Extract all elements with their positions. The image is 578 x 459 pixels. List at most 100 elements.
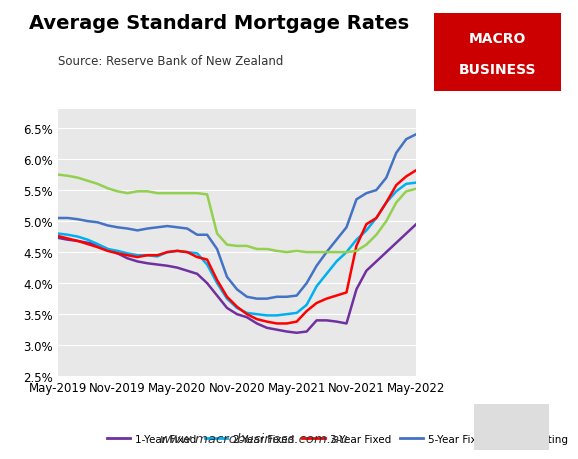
Floating [154,191,161,196]
1-Year Fixed [313,318,320,324]
Floating [273,249,280,254]
5-Year Fixed [323,250,330,255]
Floating [164,191,171,196]
5-Year Fixed [154,225,161,230]
1-Year Fixed [54,235,61,241]
1-Year Fixed [214,293,221,299]
5-Year Fixed [74,217,81,223]
2-Year Fixed [253,312,260,317]
2-Year Fixed [203,262,210,268]
2-Year Fixed [323,271,330,277]
3-Year Fixed [134,255,141,260]
2-Year Fixed [333,259,340,264]
3-Year Fixed [264,319,271,325]
Floating [413,187,420,192]
3-Year Fixed [243,312,250,317]
5-Year Fixed [393,151,400,156]
2-Year Fixed [114,249,121,254]
5-Year Fixed [253,296,260,302]
Floating [333,250,340,255]
1-Year Fixed [114,251,121,257]
2-Year Fixed [273,313,280,319]
2-Year Fixed [144,253,151,258]
3-Year Fixed [214,278,221,283]
2-Year Fixed [224,296,231,302]
Line: 1-Year Fixed: 1-Year Fixed [58,225,416,333]
3-Year Fixed [54,234,61,239]
5-Year Fixed [293,293,300,299]
1-Year Fixed [104,246,111,252]
5-Year Fixed [283,294,290,300]
Floating [283,250,290,255]
1-Year Fixed [393,241,400,246]
3-Year Fixed [393,183,400,189]
3-Year Fixed [373,216,380,221]
2-Year Fixed [303,302,310,308]
1-Year Fixed [273,327,280,333]
2-Year Fixed [104,246,111,252]
5-Year Fixed [273,294,280,300]
1-Year Fixed [194,271,201,277]
1-Year Fixed [363,269,370,274]
3-Year Fixed [253,317,260,322]
5-Year Fixed [104,223,111,229]
3-Year Fixed [303,308,310,314]
5-Year Fixed [114,225,121,230]
5-Year Fixed [174,225,181,230]
3-Year Fixed [363,222,370,228]
1-Year Fixed [144,261,151,267]
Floating [224,242,231,248]
Floating [393,200,400,206]
1-Year Fixed [234,312,240,317]
5-Year Fixed [94,220,101,225]
Text: Average Standard Mortgage Rates: Average Standard Mortgage Rates [29,14,409,33]
Floating [323,250,330,255]
2-Year Fixed [94,242,101,247]
3-Year Fixed [273,321,280,326]
1-Year Fixed [124,256,131,262]
2-Year Fixed [64,232,71,238]
1-Year Fixed [264,325,271,331]
2-Year Fixed [74,235,81,240]
Floating [303,250,310,255]
5-Year Fixed [264,296,271,302]
5-Year Fixed [403,137,410,143]
1-Year Fixed [333,319,340,325]
1-Year Fixed [323,318,330,324]
5-Year Fixed [363,191,370,196]
3-Year Fixed [64,236,71,242]
Floating [203,192,210,198]
5-Year Fixed [144,226,151,232]
5-Year Fixed [203,232,210,238]
5-Year Fixed [333,237,340,243]
2-Year Fixed [413,180,420,186]
5-Year Fixed [194,232,201,238]
2-Year Fixed [54,231,61,237]
5-Year Fixed [413,132,420,138]
3-Year Fixed [343,290,350,296]
Floating [144,189,151,195]
3-Year Fixed [333,293,340,299]
Floating [363,242,370,248]
Floating [383,219,390,224]
5-Year Fixed [224,274,231,280]
Floating [134,189,141,195]
1-Year Fixed [94,242,101,248]
3-Year Fixed [413,168,420,174]
1-Year Fixed [164,263,171,269]
2-Year Fixed [184,250,191,255]
3-Year Fixed [203,257,210,263]
Text: Source: Reserve Bank of New Zealand: Source: Reserve Bank of New Zealand [58,55,283,68]
2-Year Fixed [393,189,400,195]
5-Year Fixed [184,226,191,232]
3-Year Fixed [283,321,290,326]
1-Year Fixed [224,306,231,311]
5-Year Fixed [54,216,61,221]
1-Year Fixed [64,237,71,243]
1-Year Fixed [253,321,260,326]
3-Year Fixed [104,249,111,254]
Line: Floating: Floating [58,175,416,252]
1-Year Fixed [303,329,310,335]
3-Year Fixed [114,251,121,257]
1-Year Fixed [84,241,91,246]
